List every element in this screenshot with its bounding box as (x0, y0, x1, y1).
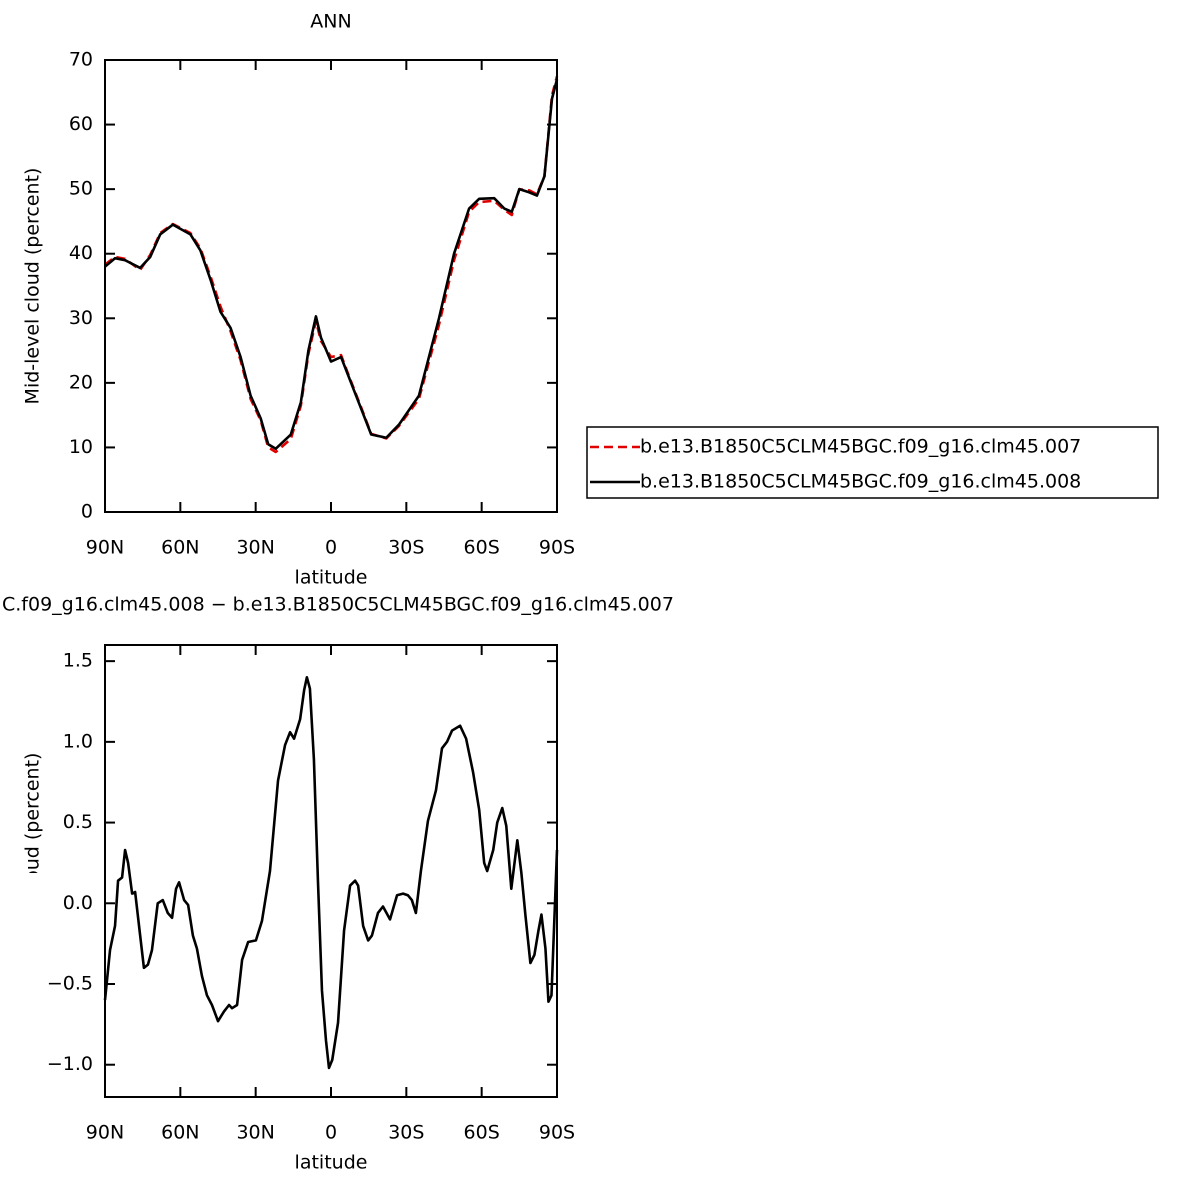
x-tick-label: 30N (236, 537, 274, 559)
x-tick-label: 90N (86, 537, 124, 559)
y-tick-label: 10 (69, 436, 93, 458)
y-axis-label: Mid-level cloud (percent) (22, 753, 44, 990)
y-tick-label: −1.0 (47, 1053, 93, 1075)
x-tick-label: 90N (86, 1122, 124, 1144)
series-line (104, 75, 559, 454)
x-tick-label: 90S (539, 537, 575, 559)
y-axis-label: Mid-level cloud (percent) (22, 168, 44, 405)
x-tick-label: 0 (325, 537, 337, 559)
plot: ANN latitude Mid-level cloud (percent) 0 10 2… (22, 11, 1159, 589)
chart-title: C.f09_g16.clm45.008 − b.e13.B1850C5CLM45… (2, 594, 674, 616)
x-tick-label: 30N (236, 1122, 274, 1144)
x-tick-label: 0 (325, 1122, 337, 1144)
plot: C.f09_g16.clm45.008 − b.e13.B1850C5CLM45… (2, 594, 674, 1174)
y-tick-label: 30 (69, 307, 93, 329)
y-tick-label: 20 (69, 371, 93, 393)
x-tick-label: 90S (539, 1122, 575, 1144)
legend-box (586, 426, 1159, 499)
y-tick-label: 70 (69, 49, 93, 71)
legend-label: b.e13.B1850C5CLM45BGC.f09_g16.clm45.007 (640, 436, 1081, 458)
x-tick-label: 60N (161, 537, 199, 559)
x-tick-label: 30S (388, 537, 424, 559)
plot-frame (104, 644, 558, 1098)
x-axis-label: latitude (295, 567, 368, 589)
x-tick-label: 60N (161, 1122, 199, 1144)
y-tick-label: 60 (69, 113, 93, 135)
y-tick-label: 0.0 (63, 892, 93, 914)
x-tick-label: 30S (388, 1122, 424, 1144)
x-axis-label: latitude (295, 1152, 368, 1174)
series-line (104, 79, 559, 451)
legend-label: b.e13.B1850C5CLM45BGC.f09_g16.clm45.008 (640, 471, 1081, 493)
y-tick-label: 40 (69, 242, 93, 264)
chart-title: ANN (310, 11, 351, 33)
x-tick-label: 60S (464, 537, 500, 559)
y-tick-label: 1.0 (63, 730, 93, 752)
series-line (103, 675, 559, 1070)
y-tick-label: 0 (81, 501, 93, 523)
plot-frame (104, 59, 558, 513)
y-tick-label: −0.5 (47, 973, 93, 995)
x-tick-label: 60S (464, 1122, 500, 1144)
y-tick-label: 0.5 (63, 811, 93, 833)
y-tick-label: 50 (69, 178, 93, 200)
y-tick-label: 1.5 (63, 650, 93, 672)
